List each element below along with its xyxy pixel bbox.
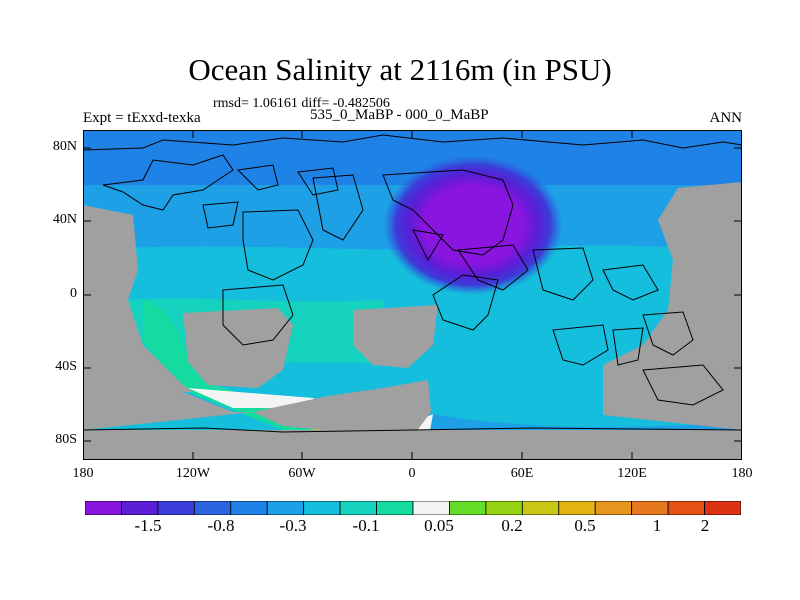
- colorbar-swatch: [704, 501, 741, 515]
- colorbar-swatch: [157, 501, 195, 515]
- comparison-label: 535_0_MaBP - 000_0_MaBP: [310, 107, 489, 123]
- colorbar-swatch: [230, 501, 268, 515]
- salinity-map: [83, 130, 742, 460]
- colorbar-label: -0.8: [207, 516, 235, 535]
- colorbar-swatch: [85, 501, 122, 515]
- colorbar-swatch: [667, 501, 705, 515]
- colorbar-label: -0.3: [279, 516, 307, 535]
- colorbar-label: 2: [700, 516, 710, 535]
- land-africa-like: [353, 305, 438, 368]
- colorbar-swatch: [412, 501, 450, 515]
- y-tick-80n: 80N: [52, 139, 77, 154]
- colorbar-swatch: [266, 501, 305, 515]
- x-tick-180w: 180: [72, 466, 94, 481]
- colorbar: [85, 501, 741, 515]
- land-east: [603, 182, 742, 430]
- colorbar-swatch: [521, 501, 560, 515]
- colorbar-swatch: [121, 501, 159, 515]
- axis-ticks: [83, 130, 742, 460]
- colorbar-label: 1: [652, 516, 662, 535]
- land-antarctica: [83, 380, 431, 436]
- colorbar-swatch: [631, 501, 669, 515]
- coastlines: [83, 134, 742, 433]
- colorbar-swatch: [594, 501, 633, 515]
- experiment-label: Expt = tExxd-texka: [83, 110, 201, 126]
- y-tick-0: 0: [70, 286, 77, 301]
- colorbar-swatch: [339, 501, 377, 515]
- x-tick-120w: 120W: [175, 466, 211, 481]
- colorbar-swatch: [485, 501, 523, 515]
- y-tick-80s: 80S: [55, 432, 77, 447]
- colorbar-swatch: [376, 501, 414, 515]
- land-masses: [83, 182, 742, 460]
- x-tick-180e: 180: [731, 466, 753, 481]
- colorbar-swatch: [303, 501, 341, 515]
- season-label: ANN: [709, 110, 743, 126]
- x-tick-60w: 60W: [288, 466, 316, 481]
- land-south-america-like: [183, 308, 293, 388]
- colorbar-swatch: [449, 501, 487, 515]
- y-tick-40n: 40N: [52, 212, 77, 227]
- colorbar-label: -0.1: [352, 516, 380, 535]
- x-tick-0: 0: [408, 466, 416, 481]
- y-tick-40s: 40S: [55, 359, 77, 374]
- colorbar-label: 0.2: [501, 516, 523, 535]
- chart-title: Ocean Salinity at 2116m (in PSU): [188, 52, 612, 87]
- colorbar-label: 0.05: [424, 516, 454, 535]
- colorbar-label: 0.5: [574, 516, 596, 535]
- x-tick-60e: 60E: [510, 466, 534, 481]
- land-west: [83, 205, 193, 392]
- rmsd-diff-stats: rmsd= 1.06161 diff= -0.482506: [213, 96, 390, 111]
- x-tick-120e: 120E: [617, 466, 647, 481]
- colorbar-swatch: [193, 501, 232, 515]
- colorbar-swatch: [558, 501, 596, 515]
- land-south-pole: [83, 430, 742, 460]
- colorbar-label: -1.5: [134, 516, 162, 535]
- negative-anomaly-blob: [383, 155, 563, 295]
